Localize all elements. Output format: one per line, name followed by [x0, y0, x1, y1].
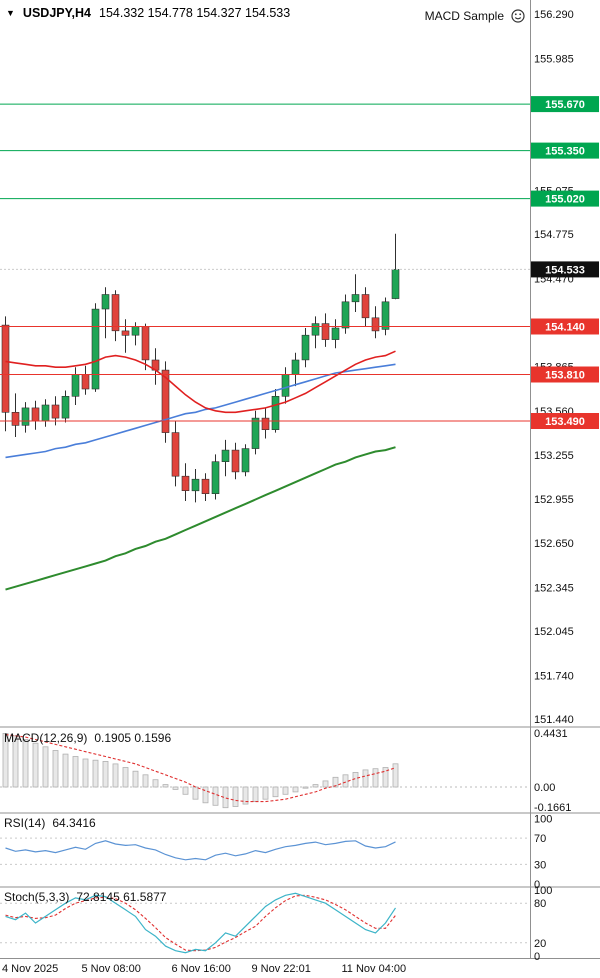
price-tick-label: 152.345 — [534, 582, 574, 594]
rsi-panel-header: RSI(14) 64.3416 — [4, 816, 96, 830]
stoch-tick-label: 100 — [534, 885, 552, 897]
time-axis-label: 6 Nov 16:00 — [172, 963, 231, 975]
rsi-line — [5, 840, 396, 861]
price-level-badge — [531, 413, 599, 429]
price-level-badge-label: 153.490 — [545, 416, 585, 428]
ohlc-values: 154.332 154.778 154.327 154.533 — [99, 6, 291, 20]
symbol-dropdown-icon[interactable]: ▼ — [6, 7, 15, 18]
current-price-badge — [531, 261, 599, 278]
stoch-tick-label: 80 — [534, 898, 546, 910]
time-axis-label: 9 Nov 22:01 — [252, 963, 311, 975]
macd-indicator-values: 0.1905 0.1596 — [94, 731, 172, 745]
ma-slow-line — [5, 446, 396, 591]
candlestick-series — [1, 233, 400, 503]
rsi-indicator-name: RSI(14) — [4, 816, 46, 830]
price-level-badge-label: 155.020 — [545, 194, 585, 206]
rsi-tick-label: 100 — [534, 814, 552, 826]
macd-indicator-name: MACD(12,26,9) — [4, 731, 88, 745]
panel-separator — [0, 812, 600, 814]
price-level-badge-label: 155.670 — [545, 99, 585, 111]
ma-fast-line — [5, 350, 396, 414]
macd-tick-label: 0.00 — [534, 782, 555, 794]
price-tick-label: 155.985 — [534, 53, 574, 65]
rsi-tick-label: 70 — [534, 833, 546, 845]
time-axis-label: 11 Nov 04:00 — [342, 963, 407, 975]
panel-separator — [0, 726, 600, 728]
price-tick-label: 156.290 — [534, 9, 574, 21]
rsi-indicator-values: 64.3416 — [52, 816, 96, 830]
price-tick-label: 153.255 — [534, 450, 574, 462]
macd-histogram — [2, 733, 399, 809]
stoch-indicator-name: Stoch(5,3,3) — [4, 890, 70, 904]
expert-label-group: MACD Sample — [425, 8, 526, 24]
price-tick-label: 152.955 — [534, 494, 574, 506]
price-level-badge-label: 153.810 — [545, 369, 585, 381]
price-level-badge-label: 155.350 — [545, 146, 585, 158]
price-level-badge — [531, 318, 599, 335]
rsi-tick-label: 0 — [534, 879, 540, 891]
panel-separator — [0, 886, 600, 888]
stoch-panel-header: Stoch(5,3,3) 72.8145 61.5877 — [4, 890, 166, 904]
price-tick-label: 151.440 — [534, 714, 574, 726]
stoch-tick-label: 0 — [534, 951, 540, 963]
time-axis-label: 4 Nov 2025 — [2, 963, 58, 975]
stoch-tick-label: 20 — [534, 938, 546, 950]
price-level-badge — [531, 96, 599, 113]
expert-name: MACD Sample — [424, 9, 504, 23]
macd-signal-line — [5, 734, 396, 803]
price-level-badge-label: 154.140 — [545, 322, 585, 334]
macd-tick-label: -0.1661 — [534, 802, 571, 814]
chart-title-bar: ▼ USDJPY,H4 154.332 154.778 154.327 154.… — [6, 6, 290, 20]
price-level-badge — [531, 366, 599, 383]
macd-panel-header: MACD(12,26,9) 0.1905 0.1596 — [4, 731, 171, 745]
rsi-tick-label: 30 — [534, 859, 546, 871]
expert-smiley-icon[interactable] — [510, 8, 526, 24]
price-tick-label: 152.045 — [534, 626, 574, 638]
price-level-badge — [531, 142, 599, 159]
price-level-badge — [531, 190, 599, 207]
symbol-period-label: USDJPY,H4 — [22, 6, 92, 20]
time-axis-label: 5 Nov 08:00 — [82, 963, 141, 975]
macd-tick-label: 0.4431 — [534, 728, 568, 740]
stoch-k-line — [5, 892, 397, 954]
price-tick-label: 152.650 — [534, 538, 574, 550]
stoch-indicator-values: 72.8145 61.5877 — [76, 890, 167, 904]
price-tick-label: 154.775 — [534, 229, 574, 241]
current-price-badge-label: 154.533 — [545, 264, 585, 276]
price-tick-label: 151.740 — [534, 670, 574, 682]
